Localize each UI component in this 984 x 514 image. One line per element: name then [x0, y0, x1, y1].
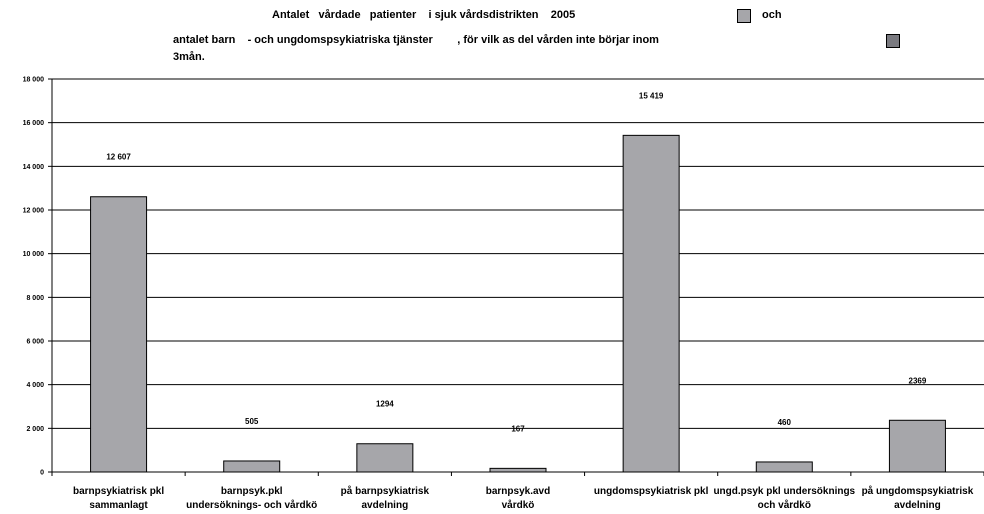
category-label: ungd.psyk pkl undersöknings [713, 486, 855, 497]
bar [356, 443, 414, 473]
y-tick-label: 16 000 [23, 120, 45, 127]
chart-title-line-1: Antalet vårdade patienter i sjuk vårdsdi… [272, 9, 576, 21]
legend-swatch-2 [886, 34, 900, 48]
data-label: 505 [245, 417, 259, 426]
bar [223, 460, 281, 473]
bar [90, 196, 148, 473]
y-tick-label: 4 000 [26, 382, 44, 389]
data-label: 15 419 [639, 91, 664, 100]
bar [888, 419, 946, 473]
category-label: på barnpsykiatrisk [341, 485, 430, 497]
data-label: 1294 [376, 400, 394, 409]
data-label: 460 [778, 418, 792, 427]
y-tick-label: 12 000 [23, 208, 45, 215]
category-label: undersöknings- och vårdkö [186, 499, 317, 511]
data-label: 12 607 [106, 153, 131, 162]
data-label: 167 [511, 424, 525, 433]
y-tick-label: 10 000 [23, 251, 45, 258]
y-tick-label: 2 000 [26, 426, 44, 433]
category-label: barnpsykiatrisk pkl [73, 486, 164, 497]
y-tick-label: 8 000 [26, 295, 44, 302]
category-label: barnpsyk.avd [486, 486, 550, 497]
bar [489, 467, 547, 473]
category-label: på ungdomspsykiatrisk [862, 485, 974, 497]
chart-title-line-3: 3mån. [173, 51, 205, 63]
y-tick-label: 0 [40, 470, 44, 477]
chart-title-legend-text: och [762, 9, 782, 21]
y-tick-label: 14 000 [23, 164, 45, 171]
bar [755, 461, 813, 473]
category-label: sammanlagt [89, 500, 148, 511]
category-label: ungdomspsykiatrisk pkl [594, 486, 709, 497]
category-label: vårdkö [502, 499, 535, 511]
category-label: och vårdkö [758, 499, 811, 511]
bar [622, 134, 680, 473]
category-label: avdelning [894, 500, 941, 511]
category-label: avdelning [362, 500, 409, 511]
chart-title-line-2: antalet barn - och ungdomspsykiatriska t… [173, 34, 659, 46]
data-label: 2369 [909, 376, 927, 385]
legend-swatch-1 [737, 9, 751, 23]
y-tick-label: 18 000 [23, 77, 45, 84]
y-tick-label: 6 000 [26, 339, 44, 346]
category-label: barnpsyk.pkl [221, 486, 283, 497]
